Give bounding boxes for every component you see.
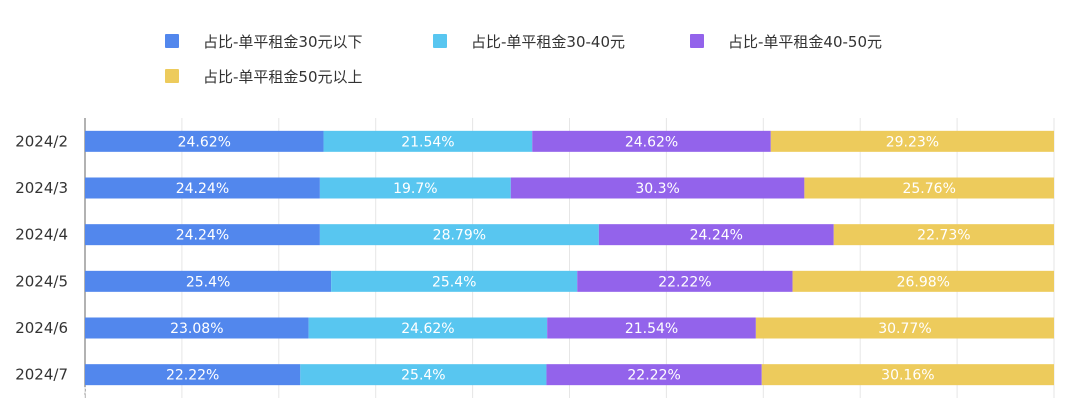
bar-segment[interactable] — [761, 364, 1054, 386]
watermark-text: 大数跨境 — [46, 385, 118, 407]
category-label: 2024/3 — [15, 179, 68, 197]
bar-segment[interactable] — [323, 130, 533, 152]
legend-swatch — [433, 34, 447, 48]
data-label: 19.7% — [393, 181, 437, 197]
bar-segment[interactable] — [833, 224, 1054, 246]
bar-segment[interactable] — [319, 224, 599, 246]
bar-segment[interactable] — [308, 317, 548, 339]
legend-item[interactable]: 占比-单平租金30-40元 — [433, 33, 625, 51]
bar-segment[interactable] — [85, 317, 309, 339]
bar-segment[interactable] — [546, 364, 762, 386]
category-label: 2024/2 — [15, 132, 68, 150]
data-label: 22.22% — [166, 368, 219, 384]
bar-segment[interactable] — [85, 130, 324, 152]
bar-segment[interactable] — [755, 317, 1054, 339]
legend-item[interactable]: 占比-单平租金30元以下 — [165, 33, 363, 51]
legend-swatch — [690, 34, 704, 48]
bar-segment[interactable] — [804, 177, 1054, 199]
legend-label: 占比-单平租金50元以上 — [203, 68, 363, 86]
category-label: 2024/5 — [15, 272, 68, 290]
data-label: 24.24% — [690, 228, 743, 244]
data-label: 24.24% — [176, 181, 229, 197]
data-label: 25.4% — [401, 368, 445, 384]
category-axis: 2024/2 2024/3 2024/4 2024/5 2024/6 2024/7 — [15, 132, 68, 383]
bars: 24.62% 21.54% 24.62% 29.23% 24.24% 19.7% 30.3%… — [85, 130, 1054, 386]
bar-segment[interactable] — [85, 224, 320, 246]
data-label: 24.24% — [176, 228, 229, 244]
data-label: 21.54% — [625, 321, 678, 337]
data-label: 30.3% — [635, 181, 679, 197]
data-label: 24.62% — [401, 321, 454, 337]
watermark: 大数跨境 — [16, 380, 118, 407]
bar-segment[interactable] — [598, 224, 834, 246]
bar-segment[interactable] — [319, 177, 511, 199]
data-label: 25.4% — [432, 274, 476, 290]
bar-segment[interactable] — [770, 130, 1054, 152]
legend-item[interactable]: 占比-单平租金40-50元 — [690, 33, 882, 51]
data-label: 28.79% — [433, 228, 486, 244]
category-label: 2024/6 — [15, 319, 68, 337]
grid — [84, 118, 1055, 398]
data-label: 23.08% — [170, 321, 223, 337]
category-label: 2024/7 — [15, 366, 68, 384]
data-label: 30.16% — [881, 368, 934, 384]
data-label: 29.23% — [886, 134, 939, 150]
legend-item[interactable]: 占比-单平租金50元以上 — [165, 68, 363, 86]
legend-swatch — [165, 69, 179, 83]
data-label: 22.73% — [917, 228, 970, 244]
data-label: 21.54% — [401, 134, 454, 150]
data-label: 24.62% — [625, 134, 678, 150]
legend-label: 占比-单平租金40-50元 — [728, 33, 882, 51]
data-label: 25.76% — [902, 181, 955, 197]
bar-segment[interactable] — [547, 317, 756, 339]
data-label: 25.4% — [186, 274, 230, 290]
data-label: 22.22% — [658, 274, 711, 290]
legend: 占比-单平租金30元以下 占比-单平租金30-40元 占比-单平租金40-50元占比… — [165, 33, 882, 86]
bar-segment[interactable] — [577, 270, 793, 292]
bar-segment[interactable] — [510, 177, 805, 199]
data-label: 22.22% — [627, 368, 680, 384]
data-label: 30.77% — [878, 321, 931, 337]
bar-segment[interactable] — [532, 130, 771, 152]
data-label: 24.62% — [178, 134, 231, 150]
bar-segment[interactable] — [85, 177, 320, 199]
bar-segment[interactable] — [85, 270, 332, 292]
bar-segment[interactable] — [331, 270, 578, 292]
legend-label: 占比-单平租金30-40元 — [471, 33, 625, 51]
swirl-logo-icon — [16, 380, 37, 400]
bar-segment[interactable] — [85, 364, 301, 386]
bar-segment[interactable] — [300, 364, 547, 386]
bar-segment[interactable] — [792, 270, 1054, 292]
category-label: 2024/4 — [15, 226, 68, 244]
legend-label: 占比-单平租金30元以下 — [203, 33, 363, 51]
legend-swatch — [165, 34, 179, 48]
data-label: 26.98% — [897, 274, 950, 290]
